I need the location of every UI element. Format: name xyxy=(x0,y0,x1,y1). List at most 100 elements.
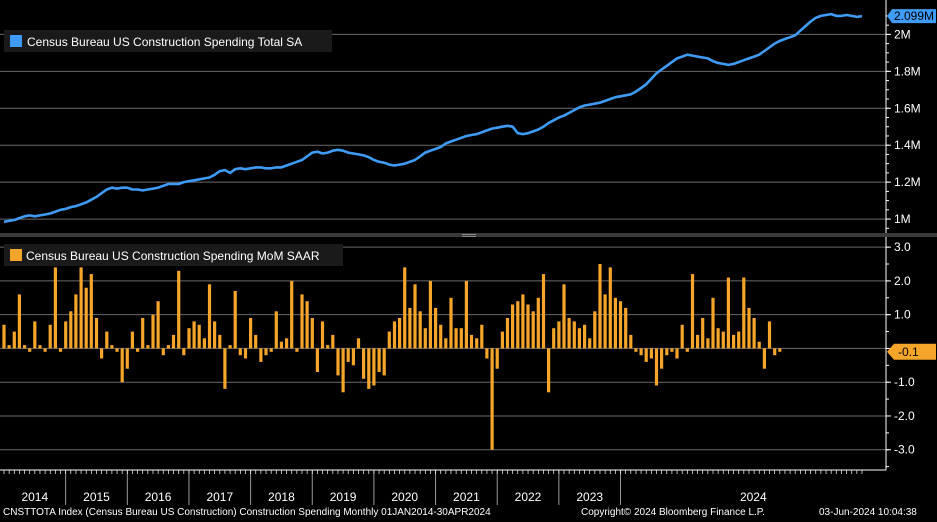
mom-bar xyxy=(680,324,684,349)
mom-bar xyxy=(567,318,571,349)
mom-bar xyxy=(598,264,602,349)
mom-bar xyxy=(593,311,597,349)
mom-bar xyxy=(94,318,99,349)
mom-bar xyxy=(120,348,124,383)
mom-bar xyxy=(341,348,345,393)
mom-bar xyxy=(249,318,253,349)
mom-bar xyxy=(53,267,57,349)
mom-bar xyxy=(177,270,181,349)
mom-bar xyxy=(300,294,304,349)
mom-bar xyxy=(670,348,674,352)
mom-bar xyxy=(192,321,196,349)
mom-bar xyxy=(649,348,653,359)
year-label: 2018 xyxy=(268,490,295,504)
top-panel-series xyxy=(3,12,863,224)
mom-bar xyxy=(367,348,371,389)
mom-bar xyxy=(387,331,391,349)
mom-bar xyxy=(100,348,104,359)
bottom-legend-label: Census Bureau US Construction Spending M… xyxy=(26,249,320,263)
mom-bar xyxy=(408,307,412,349)
mom-bar xyxy=(737,331,741,349)
mom-bar xyxy=(665,348,669,356)
mom-bar xyxy=(654,348,659,386)
mom-bar xyxy=(23,345,27,349)
mom-bar xyxy=(243,348,248,359)
top-panel-y-axis: 1M 1.2M 1.4M 1.6M 1.8M 2M xyxy=(886,15,921,229)
mom-bar xyxy=(356,338,361,349)
mom-bar xyxy=(428,280,432,349)
year-label: 2016 xyxy=(145,490,172,504)
mom-bar xyxy=(485,348,489,359)
mom-bar xyxy=(439,324,443,349)
mom-bar xyxy=(362,348,366,379)
mom-bar xyxy=(115,348,119,352)
year-label: 2014 xyxy=(21,490,48,504)
mom-bar xyxy=(326,345,330,349)
top-tick-label: 1M xyxy=(894,212,911,226)
mom-bar xyxy=(290,280,294,349)
mom-bar xyxy=(48,324,52,349)
mom-bar xyxy=(423,328,427,349)
mom-bar xyxy=(2,324,6,349)
top-legend-label: Census Bureau US Construction Spending T… xyxy=(27,35,302,49)
mom-bar xyxy=(475,338,479,349)
mom-bar xyxy=(521,294,525,349)
bottom-tick-label: 1.0 xyxy=(894,308,911,322)
mom-bar xyxy=(43,348,47,352)
mom-bar xyxy=(398,318,402,349)
mom-bar xyxy=(58,348,63,352)
mom-bar xyxy=(685,348,689,352)
mom-bar xyxy=(12,331,16,349)
chart-canvas: 1M 1.2M 1.4M 1.6M 1.8M 2M Census Bureau US Co… xyxy=(0,0,937,505)
mom-bar xyxy=(259,348,263,362)
mom-bar xyxy=(552,328,556,349)
mom-bar xyxy=(701,318,705,349)
mom-bar xyxy=(469,334,474,349)
construction-spending-line xyxy=(3,12,863,224)
mom-bar xyxy=(346,348,350,362)
mom-bar xyxy=(377,348,381,372)
mom-bar xyxy=(64,321,68,349)
mom-bar xyxy=(161,348,165,356)
year-label: 2015 xyxy=(83,490,110,504)
mom-bar xyxy=(742,277,746,349)
mom-bar xyxy=(223,348,227,389)
mom-bar xyxy=(752,318,756,349)
top-legend: Census Bureau US Construction Spending T… xyxy=(4,30,332,52)
mom-bar xyxy=(418,311,422,349)
mom-bar xyxy=(7,345,11,349)
mom-bar xyxy=(583,324,587,349)
mom-bar xyxy=(274,311,278,349)
mom-bar xyxy=(690,274,695,349)
mom-bar xyxy=(156,301,160,349)
footer-copyright: Copyright© 2024 Bloomberg Finance L.P. xyxy=(581,507,765,518)
mom-bar xyxy=(171,334,176,349)
mom-bar xyxy=(480,324,484,349)
mom-bar xyxy=(747,307,751,349)
mom-bar xyxy=(264,348,268,356)
mom-bar xyxy=(603,294,607,349)
mom-bar xyxy=(660,348,664,369)
mom-bar xyxy=(38,345,42,349)
mom-bar xyxy=(706,338,710,349)
mom-bar xyxy=(464,280,468,349)
mom-bar xyxy=(557,321,561,349)
mom-bar xyxy=(151,314,155,349)
mom-bar xyxy=(213,321,217,349)
mom-bar xyxy=(696,334,700,349)
mom-bar xyxy=(721,331,725,349)
mom-bar xyxy=(434,307,438,349)
mom-bar xyxy=(69,311,73,349)
mom-bar xyxy=(618,301,623,349)
mom-bar xyxy=(413,284,417,349)
mom-bar xyxy=(505,318,510,349)
mom-bar xyxy=(351,348,355,366)
mom-bar xyxy=(547,348,551,393)
mom-bar xyxy=(495,348,499,369)
mom-bar xyxy=(392,321,397,349)
bottom-last-value: -0.1 xyxy=(898,345,919,359)
mom-bar xyxy=(541,274,546,349)
mom-bar xyxy=(449,297,453,349)
mom-bar xyxy=(577,328,581,349)
mom-bar xyxy=(79,267,83,349)
